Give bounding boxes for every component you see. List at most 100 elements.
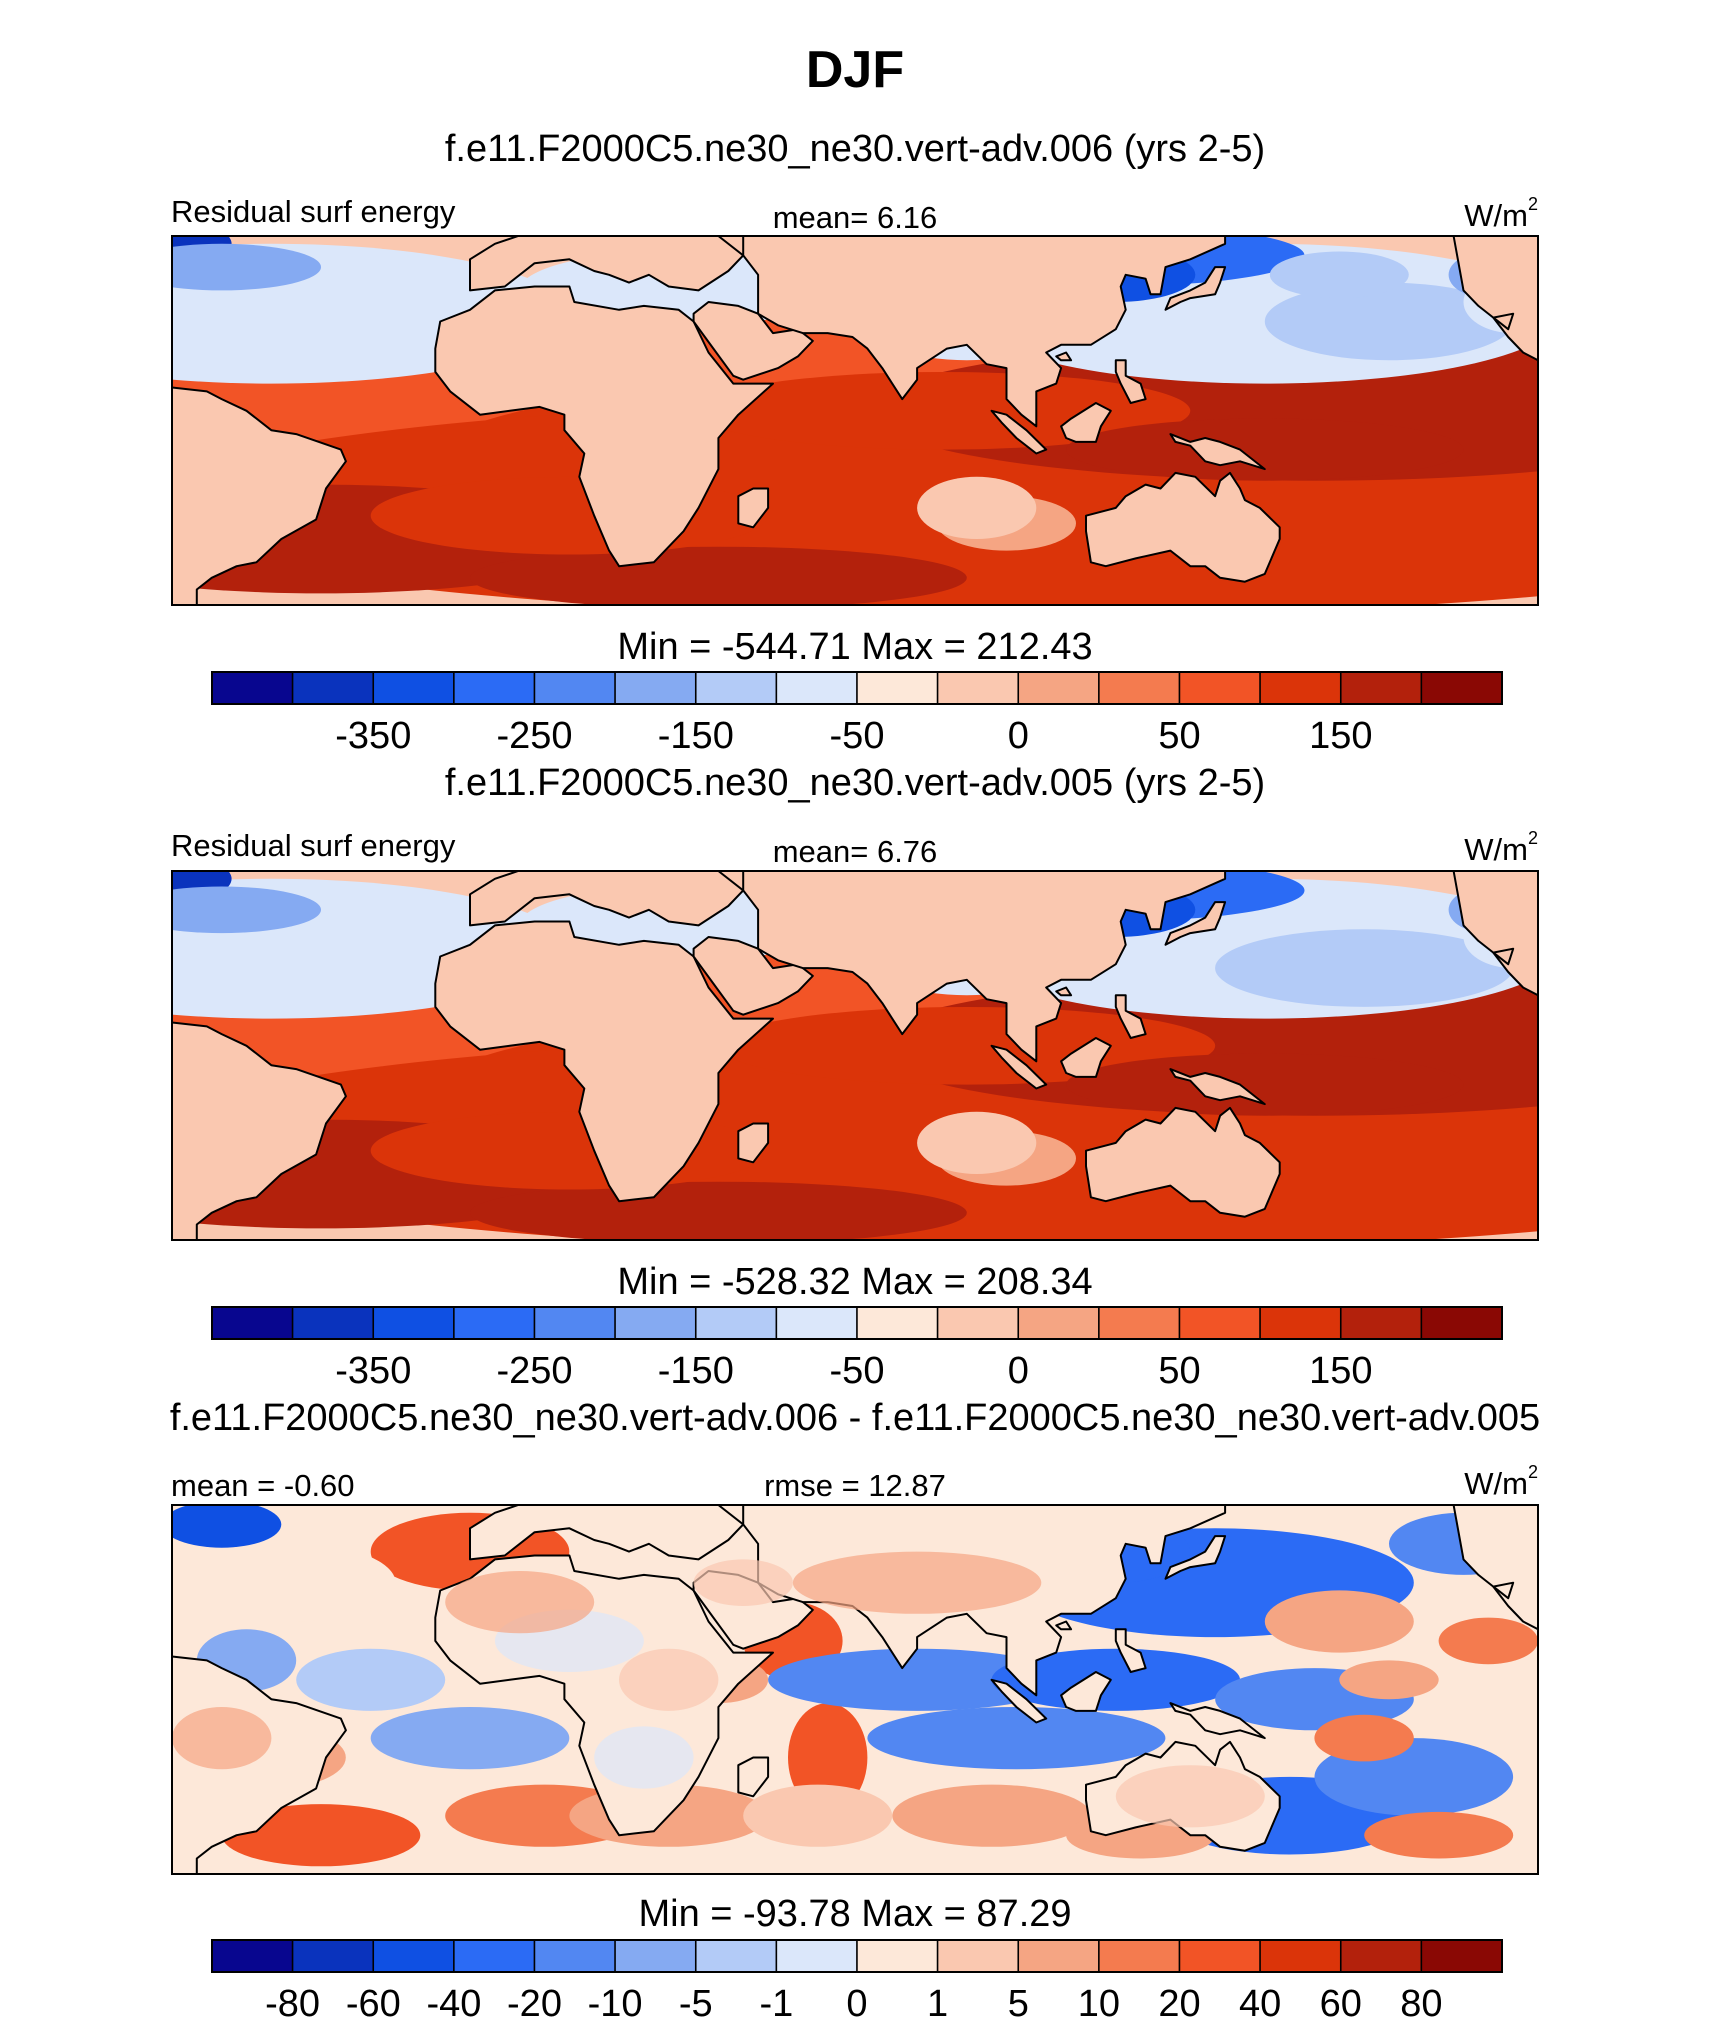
colorbar-tick-label: 50	[1158, 1350, 1200, 1392]
coastline-japan	[1164, 1535, 1227, 1580]
coastline-arabia	[692, 301, 814, 381]
coastline-madagascar	[737, 487, 770, 529]
coastline-asia	[742, 236, 1227, 428]
colorbar-tick-label: 0	[846, 1983, 867, 2025]
colorbar-tick-label: -20	[507, 1983, 562, 2025]
colorbar-tick-label: 5	[1008, 1983, 1029, 2025]
colorbar-segment	[372, 1939, 455, 1973]
colorbar-segment	[936, 1939, 1019, 1973]
coastline-madagascar	[737, 1756, 770, 1798]
colorbar-tick-label: -250	[496, 1350, 572, 1392]
map-panel-1	[171, 235, 1539, 606]
coastline-asia	[742, 871, 1227, 1063]
colorbar-tick-label: 40	[1239, 1983, 1281, 2025]
colorbar-tick-label: -5	[679, 1983, 713, 2025]
coastline-madagascar	[737, 1122, 770, 1164]
field-contour	[1438, 1617, 1538, 1665]
field-contour	[1269, 251, 1409, 299]
colorbar-tick-label: -150	[658, 1350, 734, 1392]
colorbar-tick-label: -350	[335, 715, 411, 757]
coastline-japan	[1164, 901, 1227, 946]
colorbar-tick-label: -50	[830, 715, 885, 757]
coastline-borneo	[1060, 402, 1112, 443]
coastline-newguinea	[1169, 433, 1266, 471]
colorbar-segment	[614, 1306, 697, 1340]
colorbar-tick-label: 10	[1078, 1983, 1120, 2025]
panel-3-mean-label: mean = -0.60	[171, 1468, 355, 1503]
coastline-philippines	[1114, 994, 1147, 1039]
colorbar-tick-label: -1	[760, 1983, 794, 2025]
colorbar-segment	[1017, 1306, 1100, 1340]
colorbar-tick-label: -150	[658, 715, 734, 757]
coastline-arabia	[692, 936, 814, 1016]
field-contour	[221, 1804, 421, 1867]
colorbar-segment	[291, 1306, 374, 1340]
panel-3-title: f.e11.F2000C5.ne30_ne30.vert-adv.006 - f…	[169, 1397, 1541, 1439]
colorbar-segment	[453, 671, 536, 705]
colorbar-segment	[1098, 671, 1181, 705]
field-contour	[743, 1784, 893, 1847]
land-diff-patch	[1115, 1765, 1265, 1828]
field-contour	[1264, 1590, 1414, 1653]
coastline-philippines	[1114, 1628, 1147, 1673]
colorbar-segment	[1340, 1939, 1423, 1973]
colorbar-segment	[211, 1939, 294, 1973]
colorbar-segment	[211, 1306, 294, 1340]
colorbar-segment	[453, 1306, 536, 1340]
colorbar-segment	[614, 1939, 697, 1973]
colorbar-tick-label: -40	[426, 1983, 481, 2025]
colorbar-segment	[856, 671, 939, 705]
coastline-southamerica	[172, 1021, 347, 1240]
colorbar-frame	[211, 1939, 1503, 1973]
colorbar-frame	[211, 671, 1503, 705]
colorbar-segment	[1098, 1939, 1181, 1973]
colorbar-segment	[291, 1939, 374, 1973]
colorbar-tick-label: 80	[1400, 1983, 1442, 2025]
panel-1-min-max: Min = -544.71 Max = 212.43	[617, 626, 1093, 668]
colorbar-tick-label: 150	[1309, 715, 1372, 757]
coastline-sumatra	[990, 1044, 1048, 1090]
map-panel-2	[171, 870, 1539, 1241]
colorbar-segment	[372, 1306, 455, 1340]
colorbar-segment	[1259, 1939, 1342, 1973]
field-contour	[867, 1707, 1166, 1770]
coastline-africa	[434, 285, 774, 568]
colorbar-segment	[936, 671, 1019, 705]
coastline-florida	[1492, 312, 1515, 331]
colorbar-segment	[211, 671, 294, 705]
colorbar-segment	[936, 1306, 1019, 1340]
coastline-florida	[1492, 947, 1515, 966]
field-contour	[917, 476, 1037, 539]
colorbar-tick-label: 1	[927, 1983, 948, 2025]
field-contour	[768, 1648, 1067, 1711]
field-contour	[892, 1784, 1091, 1847]
colorbar-segment	[775, 1306, 858, 1340]
coastline-mexico	[1452, 1505, 1538, 1631]
coastline-hainan	[1055, 1620, 1073, 1631]
coastline-japan	[1164, 266, 1227, 311]
field-contour	[917, 1111, 1037, 1174]
colorbar-segment	[453, 1939, 536, 1973]
colorbar-tick-label: 150	[1309, 1350, 1372, 1392]
colorbar-tick-label: 0	[1008, 1350, 1029, 1392]
panel-1-variable-label: Residual surf energy	[171, 194, 456, 229]
coastline-australia	[1085, 471, 1281, 583]
figure-title: DJF	[805, 41, 905, 99]
field-contour	[172, 243, 321, 291]
panel-2-mean-label: mean= 6.76	[772, 834, 938, 869]
colorbar-segment	[1017, 671, 1100, 705]
colorbar-segment	[695, 1306, 778, 1340]
colorbar-tick-label: -350	[335, 1350, 411, 1392]
land-diff-patch	[792, 1551, 1042, 1614]
map-frame-1	[171, 235, 1539, 606]
colorbar-tick-label: -50	[830, 1350, 885, 1392]
field-contour	[1339, 1660, 1439, 1700]
coastline-philippines	[1114, 359, 1147, 404]
field-contour	[1066, 418, 1464, 481]
colorbar-tick-label: -60	[346, 1983, 401, 2025]
colorbar-segment	[856, 1939, 939, 1973]
field-contour	[470, 1181, 967, 1240]
colorbar-segment	[775, 1939, 858, 1973]
land-diff-patch	[172, 1707, 272, 1770]
